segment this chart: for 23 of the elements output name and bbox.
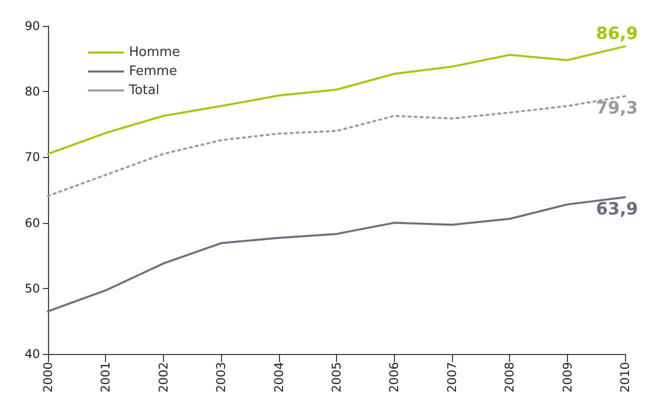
x-tick-label: 2010	[618, 362, 632, 393]
x-tick-label: 2008	[502, 362, 517, 393]
x-tick-label: 2003	[214, 362, 228, 393]
legend-label: Homme	[129, 45, 180, 60]
y-tick-label: 80	[24, 84, 40, 99]
y-tick-label: 70	[24, 150, 40, 164]
y-tick-label: 90	[24, 19, 40, 33]
x-tick-label: 2001	[98, 362, 113, 393]
x-tick-label: 2000	[41, 362, 55, 393]
x-tick-label: 2005	[330, 362, 344, 393]
legend-label: Total	[128, 83, 160, 98]
x-tick-label: 2004	[272, 362, 286, 393]
x-tick-label: 2009	[560, 362, 574, 393]
y-tick-label: 50	[24, 281, 40, 296]
y-tick-label: 60	[24, 216, 40, 230]
data-label: 63,9	[596, 200, 638, 220]
x-tick-label: 2006	[387, 362, 402, 393]
x-tick-label: 2002	[156, 362, 170, 393]
data-label: 79,3	[596, 98, 638, 119]
legend-label: Femme	[129, 64, 178, 79]
data-label: 86,9	[596, 24, 638, 44]
y-tick-label: 40	[24, 347, 40, 361]
x-tick-label: 2007	[444, 362, 459, 393]
